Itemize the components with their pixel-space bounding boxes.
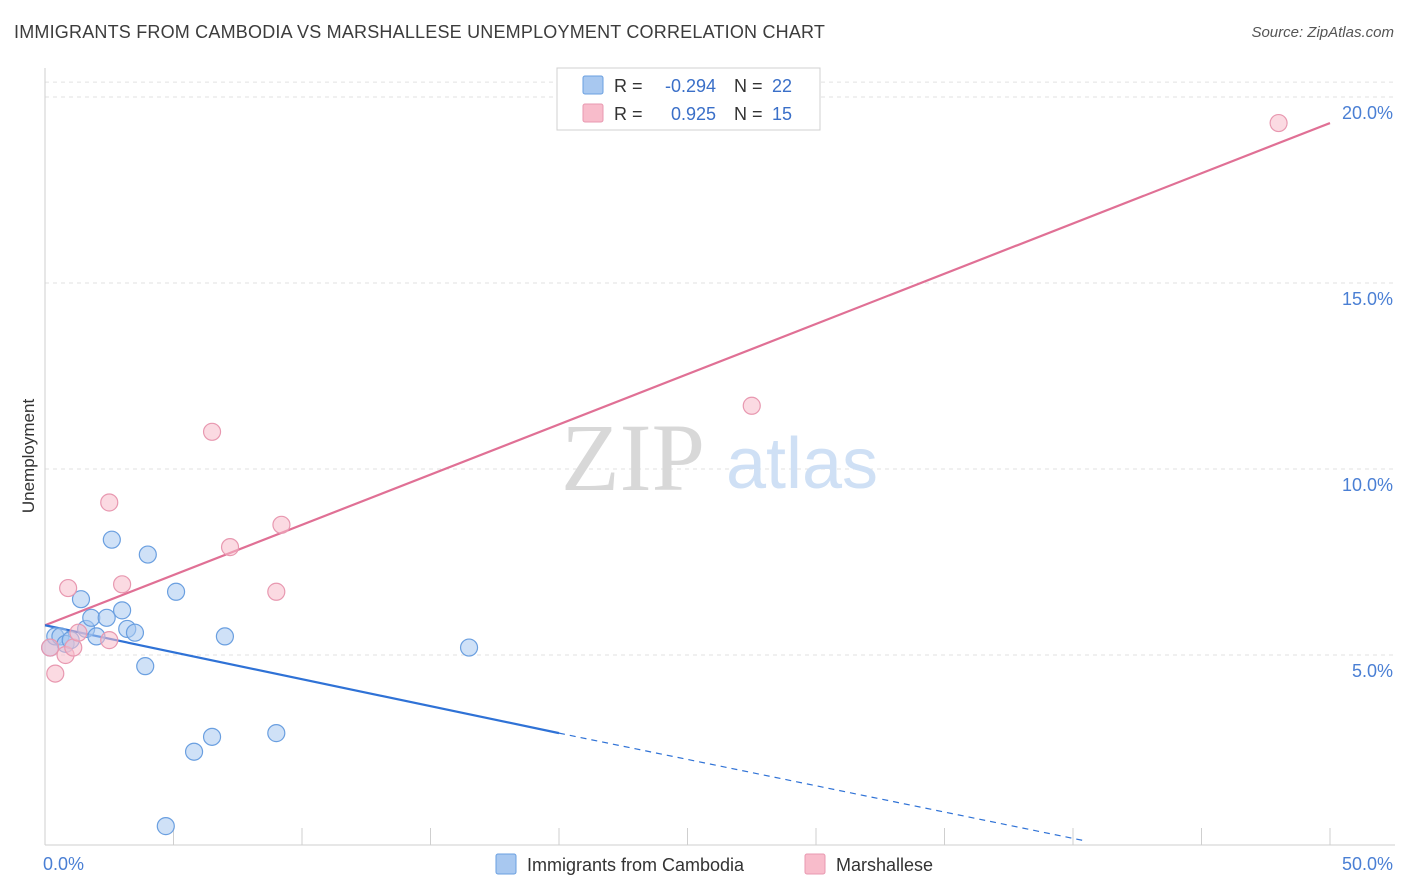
point-cambodia-13 xyxy=(125,623,145,642)
point-cambodia-17 xyxy=(166,582,186,601)
point-marshallese-13 xyxy=(742,396,761,415)
point-cambodia-9 xyxy=(97,608,116,627)
point-marshallese-9 xyxy=(202,422,222,441)
watermark: ZIP atlas xyxy=(561,404,878,511)
point-marshallese-1 xyxy=(46,664,65,683)
point-marshallese-3 xyxy=(59,578,78,598)
point-cambodia-10 xyxy=(102,530,121,549)
watermark-atlas: atlas xyxy=(726,424,878,504)
point-cambodia-5 xyxy=(71,590,91,609)
point-marshallese-0 xyxy=(41,638,60,657)
trend-lines xyxy=(44,122,1331,842)
trendline-cambodia-projection xyxy=(558,732,1086,842)
bottom-legend-swatch-marshallese xyxy=(804,853,826,875)
point-marshallese-12 xyxy=(272,515,291,534)
grid-lines xyxy=(45,81,1395,656)
point-marshallese-5 xyxy=(69,623,88,642)
point-cambodia-15 xyxy=(138,545,157,564)
x-tick-label-max: 50.0% xyxy=(1342,854,1393,874)
point-cambodia-14 xyxy=(136,657,155,676)
legend-r-value-marshallese: 0.925 xyxy=(671,104,716,124)
bottom-legend-label-marshallese: Marshallese xyxy=(836,855,933,875)
legend-n-value-cambodia: 22 xyxy=(772,76,792,96)
point-marshallese-14 xyxy=(1269,113,1288,133)
point-marshallese-10 xyxy=(220,538,240,557)
point-cambodia-16 xyxy=(156,817,175,836)
point-cambodia-19 xyxy=(202,727,222,746)
bottom-legend: Immigrants from Cambodia Marshallese xyxy=(495,853,933,875)
point-marshallese-6 xyxy=(100,631,119,650)
point-marshallese-7 xyxy=(100,493,119,512)
x-tick-label-min: 0.0% xyxy=(43,854,84,874)
x-tick-labels: 0.0% 50.0% xyxy=(43,854,1393,874)
y-axis-label: Unemployment xyxy=(19,399,38,514)
y-tick-label-3: 20.0% xyxy=(1342,103,1393,123)
y-tick-label-0: 5.0% xyxy=(1352,661,1393,681)
trendline-marshallese xyxy=(44,122,1331,627)
watermark-zip: ZIP xyxy=(561,404,705,511)
point-cambodia-11 xyxy=(112,601,132,620)
legend-n-label-marshallese: N = xyxy=(734,104,763,124)
legend-n-label-cambodia: N = xyxy=(734,76,763,96)
y-tick-label-2: 15.0% xyxy=(1342,289,1393,309)
trendline-cambodia xyxy=(44,624,560,735)
point-marshallese-11 xyxy=(267,582,286,601)
y-tick-label-1: 10.0% xyxy=(1342,475,1393,495)
chart-title: IMMIGRANTS FROM CAMBODIA VS MARSHALLESE … xyxy=(14,22,826,42)
point-cambodia-20 xyxy=(215,627,234,646)
y-tick-labels: 5.0% 10.0% 15.0% 20.0% xyxy=(1342,103,1393,681)
legend-swatch-marshallese xyxy=(582,103,604,123)
legend-r-label-marshallese: R = xyxy=(614,104,643,124)
legend-r-value-cambodia: -0.294 xyxy=(665,76,716,96)
point-cambodia-22 xyxy=(459,638,479,657)
point-cambodia-7 xyxy=(82,608,101,627)
bottom-legend-swatch-cambodia xyxy=(495,853,517,875)
point-cambodia-21 xyxy=(267,724,286,743)
bottom-legend-label-cambodia: Immigrants from Cambodia xyxy=(527,855,745,875)
data-points xyxy=(41,113,1288,836)
source-label: Source: ZipAtlas.com xyxy=(1251,24,1394,41)
legend-n-value-marshallese: 15 xyxy=(772,104,792,124)
axes xyxy=(44,68,1395,846)
legend: R = -0.294 N = 22 R = 0.925 N = 15 xyxy=(556,67,821,131)
point-marshallese-8 xyxy=(112,575,132,594)
legend-r-label-cambodia: R = xyxy=(614,76,643,96)
legend-swatch-cambodia xyxy=(582,75,604,95)
point-cambodia-18 xyxy=(184,742,204,761)
